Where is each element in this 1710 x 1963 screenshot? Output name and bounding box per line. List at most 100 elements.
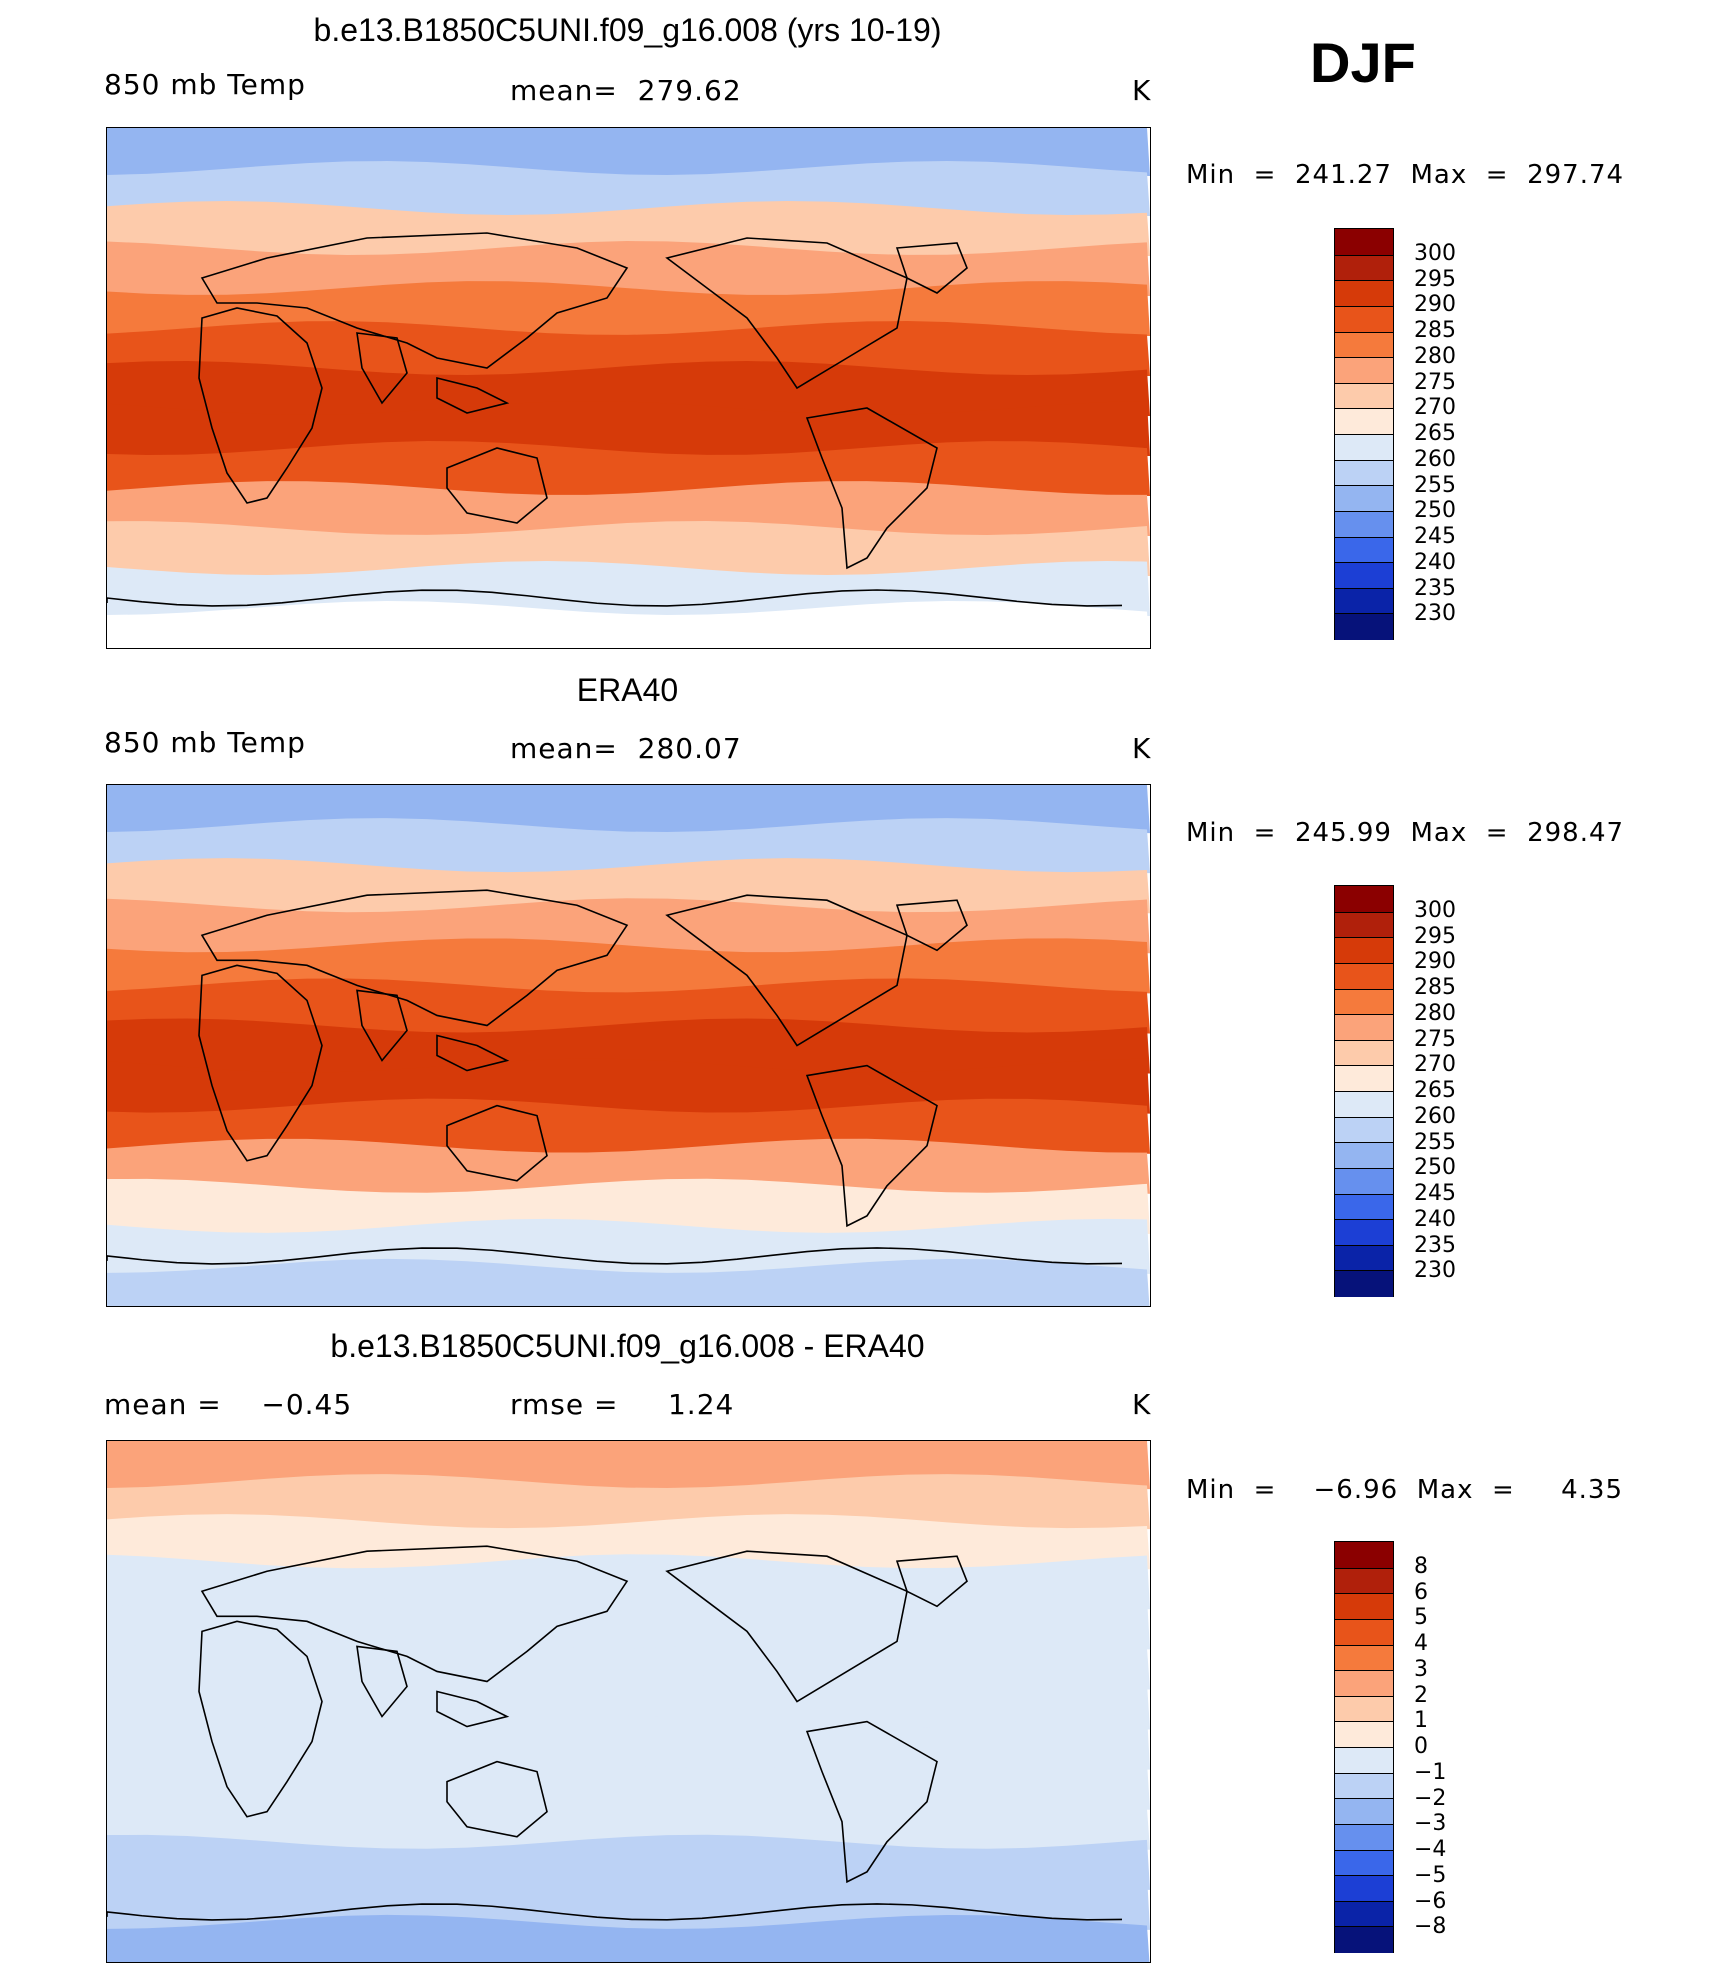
colorbar-swatch	[1335, 1670, 1393, 1697]
colorbar-tick-label: 8	[1414, 1553, 1428, 1579]
panel-3-map-field	[107, 1441, 1150, 1962]
colorbar-swatch	[1335, 1849, 1393, 1877]
colorbar-swatch	[1335, 1900, 1393, 1928]
coastline	[665, 1550, 908, 1703]
temperature-band	[107, 1514, 1150, 1570]
coastline	[895, 242, 968, 294]
coastline	[200, 1545, 629, 1683]
colorbar-swatch	[1335, 988, 1393, 1016]
panel-3-minmax: Min = −6.96 Max = 4.35	[1186, 1475, 1623, 1505]
coastline	[665, 237, 908, 390]
antarctica-coastline	[107, 589, 1123, 607]
coastline	[198, 1620, 323, 1818]
colorbar-tick-label: 230	[1414, 601, 1456, 627]
colorbar-swatch	[1335, 1823, 1393, 1851]
coastline	[895, 1555, 968, 1608]
colorbar-tick-label: 250	[1414, 1155, 1456, 1181]
colorbar-tick-label: 255	[1414, 472, 1456, 498]
panel-2-mean-label: mean= 280.07	[510, 732, 742, 765]
colorbar-swatch	[1335, 587, 1393, 615]
colorbar-swatch	[1335, 1065, 1393, 1092]
colorbar-tick-label: 3	[1414, 1656, 1428, 1682]
colorbar-tick-label: 270	[1414, 1052, 1456, 1078]
temperature-band	[107, 481, 1150, 536]
coastline	[356, 989, 408, 1062]
colorbar-swatch	[1335, 1747, 1393, 1774]
colorbar-tick-label: −3	[1414, 1811, 1447, 1837]
colorbar-tick-label: 280	[1414, 1000, 1456, 1026]
antarctica-coastline	[107, 1247, 1123, 1265]
colorbar-swatch	[1335, 1798, 1393, 1825]
colorbar-swatch	[1335, 1926, 1393, 1953]
temperature-band	[107, 1138, 1150, 1194]
colorbar-tick-label: 300	[1414, 897, 1456, 923]
temperature-band	[107, 1714, 1150, 1770]
temperature-band	[107, 858, 1150, 914]
panel-1-minmax: Min = 241.27 Max = 297.74	[1186, 160, 1625, 190]
panel-2-colorbar	[1334, 885, 1394, 1297]
colorbar-swatch	[1335, 254, 1393, 282]
coastline	[895, 899, 968, 952]
season-label: DJF	[1310, 31, 1416, 94]
panel-2-units: K	[1132, 732, 1152, 765]
temperature-band	[107, 601, 1150, 648]
coastline	[805, 407, 938, 570]
panel-3-units: K	[1132, 1388, 1152, 1421]
coastline	[200, 232, 629, 369]
colorbar-swatch	[1335, 280, 1393, 307]
colorbar-swatch	[1335, 305, 1393, 333]
colorbar-tick-label: 295	[1414, 266, 1456, 292]
colorbar-swatch	[1335, 510, 1393, 538]
colorbar-swatch	[1335, 962, 1393, 990]
temperature-band	[107, 361, 1150, 416]
colorbar-tick-label: 2	[1414, 1682, 1428, 1708]
panel-3-map	[106, 1440, 1151, 1963]
temperature-band	[107, 1834, 1150, 1890]
coastline	[665, 894, 908, 1047]
temperature-band	[107, 1018, 1150, 1074]
colorbar-tick-label: 1	[1414, 1708, 1428, 1734]
colorbar-swatch	[1335, 1567, 1393, 1595]
colorbar-tick-label: −5	[1414, 1862, 1447, 1888]
colorbar-swatch	[1335, 1219, 1393, 1246]
colorbar-tick-label: −8	[1414, 1914, 1447, 1940]
colorbar-swatch	[1335, 1142, 1393, 1169]
colorbar-swatch	[1335, 536, 1393, 564]
panel-1-title: b.e13.B1850C5UNI.f09_g16.008 (yrs 10-19)	[313, 12, 942, 48]
panel-1-mean-label: mean= 279.62	[510, 74, 742, 107]
colorbar-tick-label: 230	[1414, 1258, 1456, 1284]
coastline	[356, 332, 408, 405]
coastline	[805, 1064, 938, 1228]
colorbar-swatch	[1335, 1270, 1393, 1297]
colorbar-tick-label: 255	[1414, 1129, 1456, 1155]
coastline	[446, 447, 548, 524]
colorbar-tick-label: 260	[1414, 1103, 1456, 1129]
colorbar-tick-label: 245	[1414, 524, 1456, 549]
colorbar-swatch	[1335, 1772, 1393, 1800]
colorbar-swatch	[1335, 408, 1393, 435]
temperature-band	[107, 1674, 1150, 1730]
temperature-band	[107, 1058, 1150, 1114]
temperature-band	[107, 1258, 1150, 1306]
panel-1-map	[106, 127, 1151, 649]
panel-1-colorbar	[1334, 228, 1394, 640]
panel-2-map	[106, 784, 1151, 1307]
colorbar-tick-label: 285	[1414, 318, 1456, 343]
colorbar-swatch	[1335, 229, 1393, 256]
colorbar-swatch	[1335, 1116, 1393, 1144]
colorbar-tick-label: 270	[1414, 395, 1456, 421]
temperature-band	[107, 161, 1150, 216]
temperature-band	[107, 898, 1150, 954]
colorbar-swatch	[1335, 886, 1393, 913]
temperature-band	[107, 521, 1150, 576]
colorbar-tick-label: 235	[1414, 1232, 1456, 1258]
colorbar-tick-label: −1	[1414, 1759, 1447, 1785]
colorbar-swatch	[1335, 1039, 1393, 1067]
colorbar-swatch	[1335, 1875, 1393, 1902]
panel-1-map-field	[107, 128, 1150, 648]
colorbar-swatch	[1335, 1014, 1393, 1041]
coastline	[436, 1034, 510, 1072]
coastline	[446, 1104, 548, 1182]
coastline	[805, 1720, 938, 1884]
panel-2-map-field	[107, 785, 1150, 1306]
